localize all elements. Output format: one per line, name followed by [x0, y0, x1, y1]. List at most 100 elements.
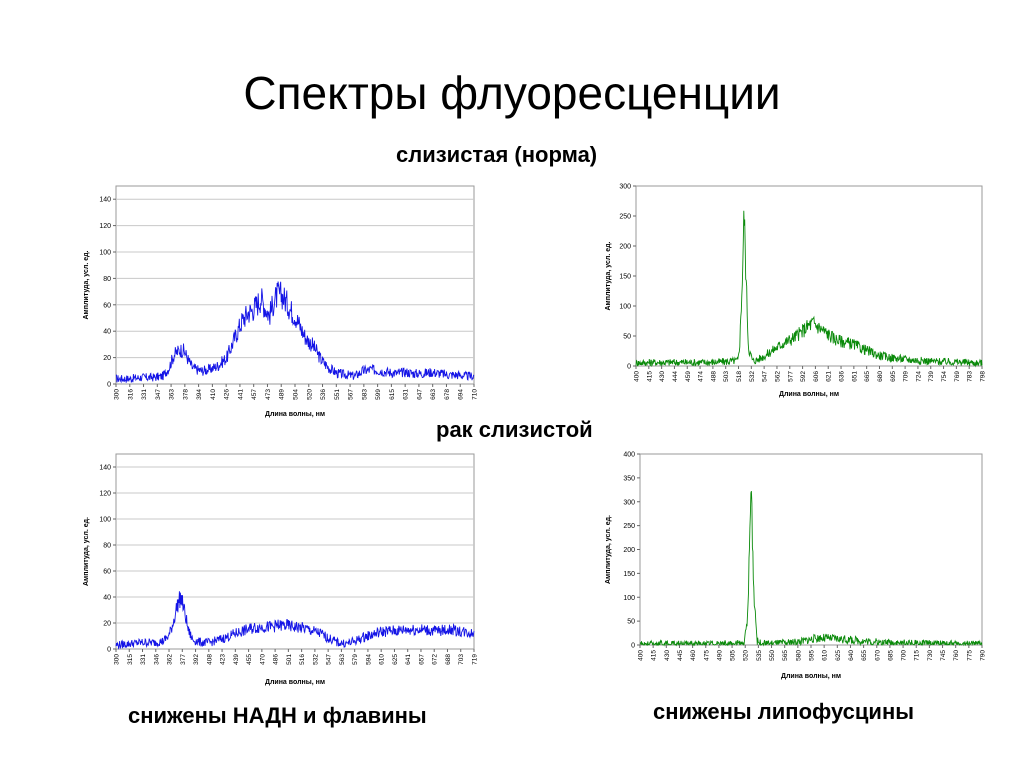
x-tick-label: 678 — [444, 389, 451, 400]
spectrum-line — [115, 281, 475, 384]
x-tick-label: 769 — [954, 371, 961, 382]
x-tick-label: 415 — [646, 371, 653, 382]
chart-cancer-lipofuscin-svg: 0 50 100 150 200 250 300 350 400 400 415 430 445 460 4… — [605, 452, 986, 681]
x-tick-label: 647 — [416, 389, 423, 400]
y-tick-label: 200 — [623, 547, 635, 554]
x-tick-label: 688 — [445, 654, 452, 665]
x-tick-label: 695 — [890, 371, 897, 382]
x-tick-label: 489 — [279, 389, 286, 400]
x-tick-label: 520 — [743, 650, 750, 661]
x-tick-label: 490 — [716, 650, 723, 661]
x-tick-label: 636 — [839, 371, 846, 382]
x-tick-label: 775 — [966, 650, 973, 661]
x-tick-label: 562 — [774, 371, 781, 382]
y-tick-label: 80 — [103, 543, 111, 550]
slide-title: Спектры флуоресценции — [243, 67, 781, 119]
plot-area — [635, 185, 983, 367]
y-tick-label: 350 — [623, 475, 635, 482]
x-tick-label: 445 — [677, 650, 684, 661]
x-tick-label: 486 — [273, 654, 280, 665]
y-tick-label: 250 — [623, 523, 635, 530]
x-tick-label: 377 — [180, 654, 187, 665]
y-tick-label: 150 — [623, 571, 635, 578]
x-tick-label: 760 — [953, 650, 960, 661]
x-tick-label: 700 — [901, 650, 908, 661]
x-axis-title: Длина волны, нм — [779, 391, 839, 398]
x-tick-label: 300 — [114, 654, 121, 665]
x-tick-label: 331 — [141, 389, 148, 400]
x-tick-label: 719 — [472, 654, 479, 665]
y-axis-title: Амплитуда, усл. ед. — [83, 250, 90, 319]
y-tick-label: 150 — [619, 274, 631, 281]
chart-normal-nadh-svg: 0 20 40 60 80 100 120 140 300 316 331 347 363 378 394 4… — [83, 185, 479, 418]
subtitle-mucosa-cancer: рак слизистой — [436, 417, 593, 442]
x-tick-label: 594 — [365, 654, 372, 665]
x-tick-label: 663 — [430, 389, 437, 400]
x-tick-label: 410 — [210, 389, 217, 400]
x-axis-title: Длина волны, нм — [265, 411, 325, 418]
y-tick-label: 100 — [619, 304, 631, 311]
x-tick-label: 346 — [153, 654, 160, 665]
x-tick-label: 657 — [418, 654, 425, 665]
x-tick-label: 516 — [299, 654, 306, 665]
y-axis-title: Амплитуда, усл. ед. — [605, 241, 612, 310]
x-tick-label: 694 — [458, 389, 465, 400]
x-tick-label: 475 — [703, 650, 710, 661]
y-tick-label: 50 — [623, 334, 631, 341]
x-tick-label: 655 — [861, 650, 868, 661]
y-tick-label: 250 — [619, 214, 631, 221]
x-tick-label: 730 — [927, 650, 934, 661]
x-tick-label: 316 — [127, 389, 134, 400]
x-tick-label: 551 — [334, 389, 341, 400]
x-tick-label: 315 — [127, 654, 134, 665]
x-tick-label: 798 — [980, 371, 987, 382]
spectrum-line — [639, 490, 983, 647]
x-tick-label: 547 — [326, 654, 333, 665]
x-tick-label: 470 — [259, 654, 266, 665]
x-tick-label: 640 — [848, 650, 855, 661]
x-tick-label: 547 — [762, 371, 769, 382]
x-tick-label: 423 — [220, 654, 227, 665]
x-tick-label: 363 — [169, 389, 176, 400]
x-tick-label: 460 — [690, 650, 697, 661]
x-tick-label: 745 — [940, 650, 947, 661]
x-tick-label: 378 — [182, 389, 189, 400]
x-tick-label: 672 — [432, 654, 439, 665]
x-tick-label: 520 — [306, 389, 313, 400]
x-tick-label: 488 — [710, 371, 717, 382]
chart-normal-nadh: 0 20 40 60 80 100 120 140 300 316 331 347 363 378 394 4… — [78, 180, 478, 418]
x-tick-label: 592 — [800, 371, 807, 382]
x-tick-label: 739 — [928, 371, 935, 382]
y-tick-label: 60 — [103, 569, 111, 576]
y-tick-label: 50 — [627, 619, 635, 626]
y-tick-label: 200 — [619, 244, 631, 251]
x-tick-label: 641 — [405, 654, 412, 665]
y-tick-label: 100 — [623, 595, 635, 602]
y-tick-label: 80 — [103, 276, 111, 283]
x-tick-label: 331 — [140, 654, 147, 665]
x-tick-label: 501 — [286, 654, 293, 665]
caption-lipofuscins: снижены липофусцины — [653, 699, 915, 724]
spectrum-line — [115, 591, 475, 650]
x-tick-label: 565 — [782, 650, 789, 661]
x-tick-label: 430 — [659, 371, 666, 382]
y-tick-label: 300 — [623, 499, 635, 506]
x-tick-label: 457 — [251, 389, 258, 400]
caption-nadh-flavins: снижены НАДН и флавины — [128, 703, 427, 728]
x-tick-label: 474 — [698, 371, 705, 382]
x-tick-label: 430 — [664, 650, 671, 661]
chart-normal-lipofuscin-svg: 0 50 100 150 200 250 300 400 415 430 444 459 474 488 5… — [605, 184, 987, 399]
x-tick-label: 715 — [914, 650, 921, 661]
x-tick-label: 392 — [193, 654, 200, 665]
x-tick-label: 362 — [167, 654, 174, 665]
x-tick-label: 473 — [265, 389, 272, 400]
x-tick-label: 710 — [472, 389, 479, 400]
x-tick-label: 651 — [851, 371, 858, 382]
x-tick-label: 621 — [826, 371, 833, 382]
y-tick-label: 0 — [631, 643, 635, 650]
x-tick-label: 579 — [352, 654, 359, 665]
y-tick-label: 40 — [103, 329, 111, 336]
x-tick-label: 625 — [392, 654, 399, 665]
x-tick-label: 583 — [361, 389, 368, 400]
spectrum-line — [635, 210, 983, 368]
